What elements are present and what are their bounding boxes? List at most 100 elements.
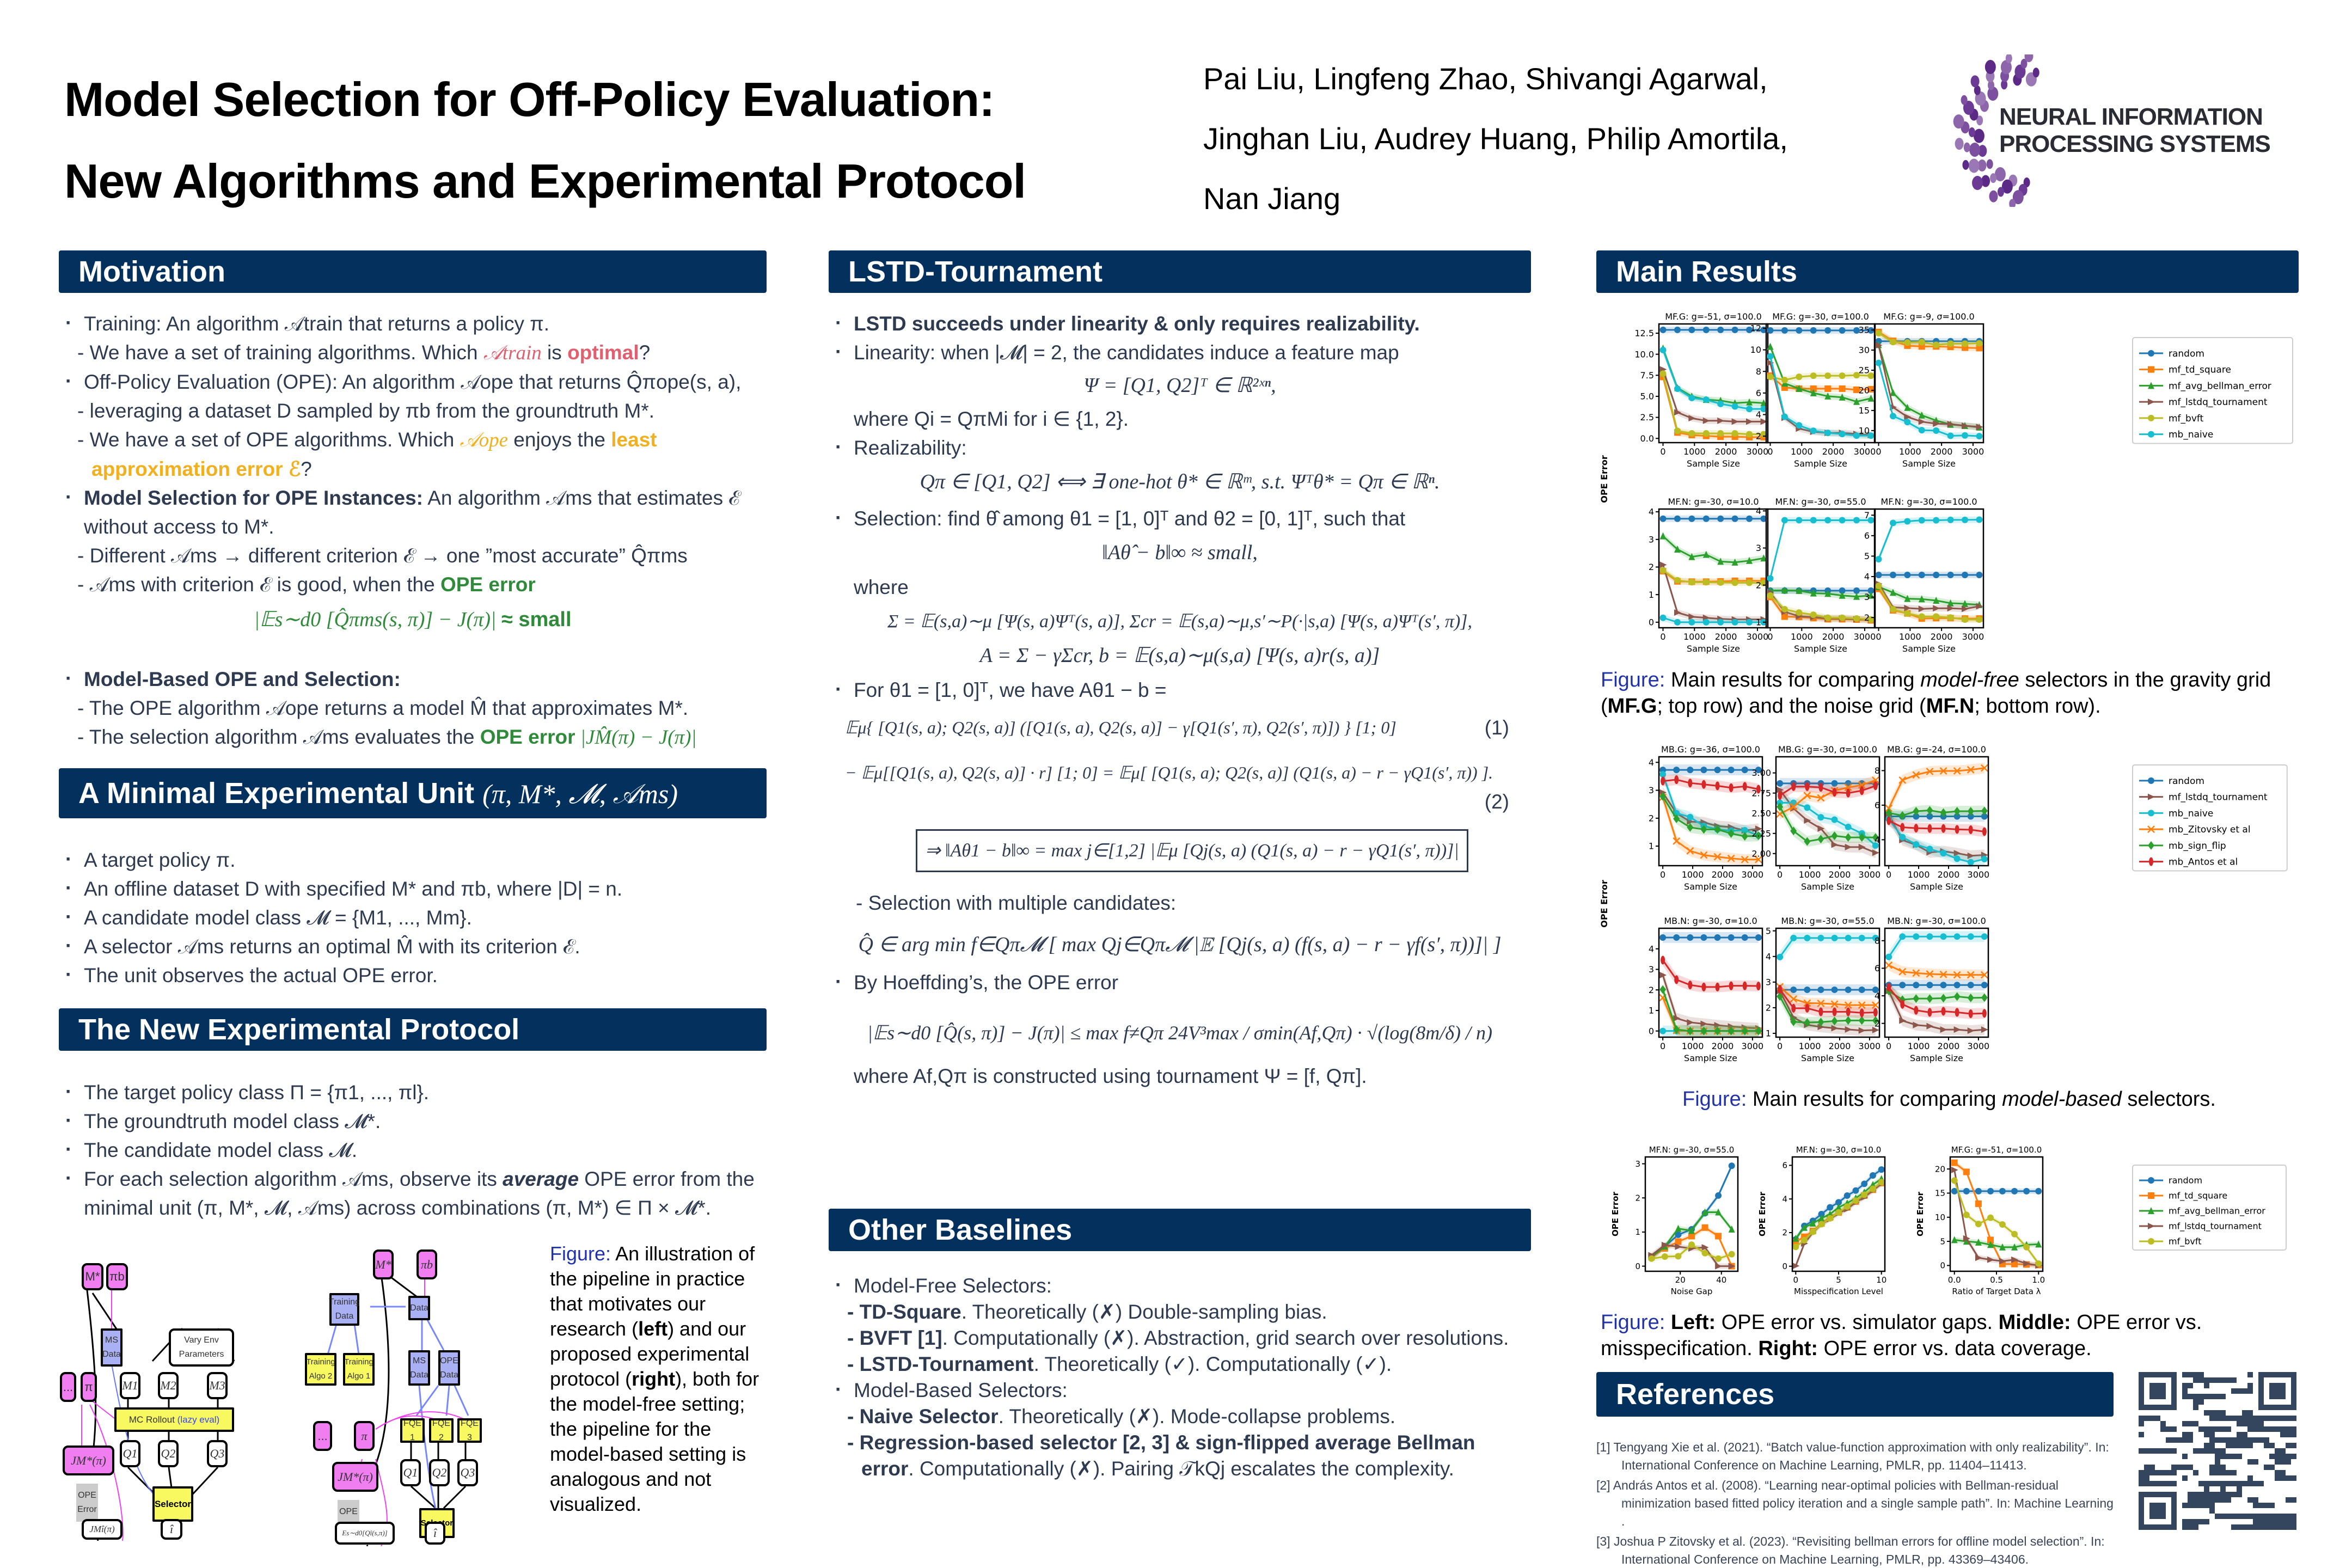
data-point: [1792, 1244, 1799, 1251]
x-axis-label: Sample Size: [1902, 644, 1956, 654]
data-point: [1804, 986, 1811, 993]
series-line-mb_Antos-et-al: [1662, 779, 1759, 790]
data-point: [1875, 342, 1883, 349]
data-point: [1688, 1233, 1695, 1240]
x-axis-label: Sample Size: [1684, 1053, 1737, 1063]
data-point: [1796, 373, 1803, 381]
data-point: [1767, 373, 1774, 381]
data-point: [1962, 516, 1969, 523]
data-point: [1839, 591, 1846, 599]
data-point: [1767, 342, 1774, 350]
reference-item: [2] András Antos et al. (2008). “Learnin…: [1596, 1478, 2114, 1528]
data-point: [1913, 807, 1920, 816]
logo-dot: [1970, 75, 1980, 88]
data-point: [1962, 572, 1969, 579]
x-tick-label: 5: [1836, 1275, 1841, 1285]
data-point: [1918, 595, 1925, 603]
x-axis-label: Sample Size: [1794, 458, 1847, 469]
data-point: [1809, 1219, 1816, 1227]
data-point: [1940, 933, 1947, 940]
y-tick-label: 4: [1875, 991, 1880, 1001]
data-point: [1810, 327, 1817, 334]
data-point: [1962, 422, 1969, 429]
chart-panel: MB.G: g=-36, σ=100.0 1 2 3 4 0 1000 2000 3000 Sam…: [1649, 744, 1763, 892]
data-point: [1846, 788, 1851, 798]
logo-dot: [1974, 85, 1981, 95]
logo-dot: [2009, 199, 2016, 207]
series-band: [1663, 532, 1764, 566]
figure-caption-model-based: Figure: Main results for comparing model…: [1682, 1088, 2216, 1111]
data-point: [1886, 983, 1891, 992]
data-point: [1933, 605, 1940, 612]
lstd-linearity: Linearity: when |𝓜| = 2, the candidates …: [829, 337, 1531, 367]
section-header-baselines: Other Baselines: [829, 1209, 1531, 1251]
lstd-eq-sigma: Σ = 𝔼(s,a)∼μ [Ψ(s, a)Ψᵀ(s, a)], Σcr = 𝔼(…: [887, 611, 1473, 632]
series-line-mb_Antos-et-al: [1779, 785, 1876, 797]
data-point: [1933, 420, 1940, 427]
data-point: [1904, 339, 1911, 346]
data-point: [1728, 1251, 1735, 1258]
y-tick-label: 3: [1649, 785, 1654, 795]
data-point: [1746, 579, 1753, 586]
author-list: Pai Liu, Lingfeng Zhao, Shivangi Agarwal…: [1203, 49, 1788, 229]
chart-panel: MB.N: g=-30, σ=100.0 2 4 6 8 0 1000 2000 3000 Sam…: [1875, 916, 1989, 1063]
data-point: [1715, 781, 1720, 791]
legend-label: mf_avg_bellman_error: [2169, 1206, 2265, 1217]
series-band: [1878, 583, 1980, 608]
data-point: [1839, 431, 1846, 438]
data-point: [1858, 1016, 1865, 1025]
data-point: [1755, 1026, 1762, 1036]
plot-frame: [1873, 508, 1984, 629]
legend-box: [2132, 337, 2293, 444]
legend-item: mf_avg_bellman_error: [2139, 1206, 2265, 1217]
legend-marker: [2148, 1177, 2154, 1184]
y-tick-label: 3: [1756, 543, 1761, 553]
x-tick-label: 20: [1675, 1275, 1686, 1285]
data-point: [1981, 813, 1988, 820]
data-point: [1999, 1221, 2006, 1228]
legend-label: mf_avg_bellman_error: [2169, 381, 2271, 391]
qr-code-icon[interactable]: [2139, 1372, 2296, 1530]
legend-label: mb_Zitovsky et al: [2169, 824, 2251, 835]
section-header-protocol: The New Experimental Protocol: [59, 1008, 767, 1051]
motivation-ope-error-eq: |𝔼s∼d0 [Q̂πms(s, π)] − J(π)| ≈ small: [254, 608, 572, 631]
data-point: [1715, 1233, 1722, 1240]
data-point: [1839, 327, 1846, 334]
data-point: [1899, 982, 1906, 989]
lstd-eq1-number: (1): [1484, 716, 1509, 739]
node-j-mstar: JM*(π): [332, 1462, 378, 1492]
data-point: [1714, 1026, 1721, 1036]
data-point: [1673, 934, 1680, 941]
data-point: [1674, 775, 1679, 785]
node-selector: Selector: [152, 1486, 193, 1522]
data-point: [1801, 1236, 1808, 1244]
data-point: [1967, 859, 1974, 866]
legend-item: mf_lstdq_tournament: [2139, 397, 2268, 408]
data-point: [1673, 837, 1681, 845]
data-point: [1886, 816, 1891, 825]
series-band: [1878, 328, 1980, 352]
data-point: [1926, 813, 1933, 820]
series-band: [1889, 959, 1984, 981]
data-point: [1987, 1214, 1994, 1221]
y-tick-label: 25: [1859, 365, 1870, 376]
chart-panel-title: MB.G: g=-36, σ=100.0: [1661, 744, 1760, 755]
data-point: [1878, 1179, 1885, 1186]
node-q1: Q1: [400, 1459, 421, 1486]
data-point: [1913, 813, 1920, 820]
data-point: [1967, 971, 1975, 979]
data-point: [1687, 934, 1694, 941]
data-point: [1700, 825, 1707, 834]
y-tick-label: 1: [1649, 590, 1654, 600]
data-point: [1933, 597, 1940, 604]
data-point: [1967, 933, 1974, 940]
data-point: [1933, 572, 1940, 579]
data-point: [1976, 433, 1983, 440]
series-band: [1889, 985, 1984, 1006]
data-point: [1728, 767, 1735, 774]
data-point: [1688, 515, 1695, 522]
series-band: [1780, 991, 1876, 1028]
x-tick-label: 0: [1777, 1041, 1783, 1051]
logo-dot: [2032, 68, 2039, 78]
lstd-headline: LSTD succeeds under linearity & only req…: [829, 308, 1531, 338]
